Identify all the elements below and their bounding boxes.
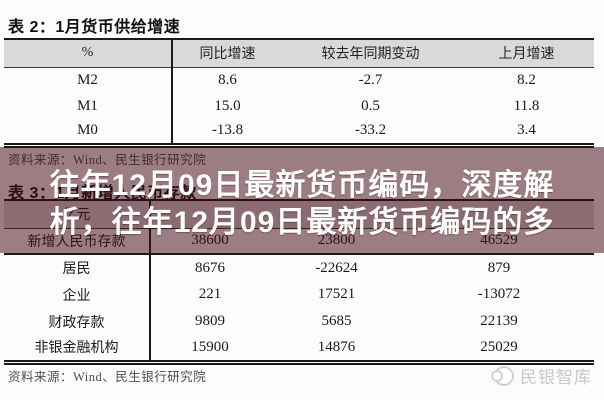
row-label: 非银金融机构	[4, 335, 151, 362]
headline-overlay-banner: 往年12月09日最新货币编码，深度解 析，往年12月09日最新货币编码的多	[0, 147, 604, 253]
table-row: M1 15.0 0.5 11.8	[4, 93, 594, 119]
cell-value: -2.7	[358, 71, 383, 88]
table-row: 居民 8676 -22624 879	[4, 254, 594, 281]
table-row: 财政存款 9809 5685 22139	[4, 308, 594, 335]
cell-value: 14876	[317, 338, 356, 355]
table2-title: 表 2：1月货币供给增速	[8, 19, 181, 36]
table3-source-note: 资料来源：Wind、民生银行研究院	[8, 370, 207, 384]
cell-value: 22139	[480, 313, 518, 329]
minyin-zhiku-logo-icon	[491, 365, 514, 386]
minyin-zhiku-logo-inner-circle	[491, 369, 503, 382]
cell-value: -33.2	[354, 122, 387, 139]
cell-value: -13072	[477, 286, 521, 302]
table-row: M0 -13.8 -33.2 3.4	[4, 119, 594, 145]
table2-col-header: %	[4, 39, 173, 68]
cell-value: 15.0	[214, 97, 241, 114]
table-row: M2 8.6 -2.7 8.2	[4, 67, 594, 93]
cell-value: 25029	[480, 338, 518, 355]
table2-col-header: 上月增速	[459, 39, 594, 68]
table-row: 企业 221 17521 -13072	[4, 281, 594, 308]
cell-value: 17521	[317, 286, 356, 302]
cell-value: -22624	[315, 259, 358, 276]
headline-line-1: 往年12月09日最新货币编码，深度解	[49, 169, 555, 202]
cell-value: 0.5	[361, 97, 380, 114]
cell-value: 11.8	[513, 97, 540, 114]
watermark-label: 民银智库	[520, 368, 592, 387]
table2-col-header: 较去年同期变动	[282, 39, 459, 68]
row-label: 企业	[4, 281, 151, 308]
cell-value: 9809	[195, 313, 225, 329]
headline-line-2: 析，往年12月09日最新货币编码的多	[49, 206, 555, 239]
minyin-zhiku-watermark: 民银智库	[491, 363, 592, 388]
cell-value: -13.8	[211, 122, 244, 139]
table2-col-header: 同比增速	[172, 39, 282, 68]
cell-value: 879	[487, 259, 511, 276]
row-label: M2	[4, 67, 173, 93]
row-label: M1	[4, 93, 173, 119]
money-supply-table: % 同比增速 较去年同期变动 上月增速 M2 8.6 -2.7 8.2 M1 1…	[4, 38, 594, 148]
cell-value: 8.2	[517, 71, 536, 88]
row-label: 居民	[4, 254, 151, 281]
row-label: M0	[4, 119, 173, 145]
cell-value: 8.6	[218, 71, 237, 88]
cell-value: 5685	[321, 313, 352, 329]
row-label: 财政存款	[4, 308, 151, 335]
table-row: 非银金融机构 15900 14876 25029	[4, 335, 594, 362]
cell-value: 221	[198, 286, 222, 302]
cell-value: 8676	[195, 259, 225, 276]
cell-value: 3.4	[517, 122, 536, 139]
table2-header-row: % 同比增速 较去年同期变动 上月增速	[4, 39, 594, 68]
money-supply-table-grid: % 同比增速 较去年同期变动 上月增速 M2 8.6 -2.7 8.2 M1 1…	[4, 38, 594, 148]
cell-value: 15900	[191, 338, 229, 355]
